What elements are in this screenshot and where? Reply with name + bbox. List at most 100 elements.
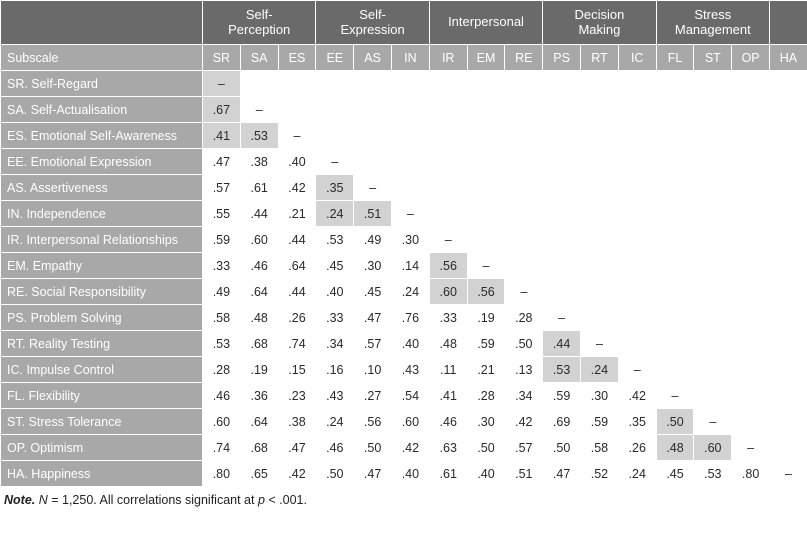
data-cell: [543, 253, 581, 279]
table-row: SR. Self-Regard–: [1, 71, 807, 97]
data-cell: .54: [392, 383, 430, 409]
table-row: IC. Impulse Control.28.19.15.16.10.43.11…: [1, 357, 807, 383]
data-cell: .28: [467, 383, 505, 409]
data-cell: .48: [429, 331, 467, 357]
data-cell: [732, 279, 770, 305]
column-code: SA: [240, 45, 278, 71]
data-cell: .34: [505, 383, 543, 409]
note-p: p: [258, 493, 265, 507]
data-cell: .42: [392, 435, 430, 461]
data-cell: [392, 175, 430, 201]
data-cell: [770, 409, 807, 435]
data-cell: [694, 331, 732, 357]
data-cell: [694, 175, 732, 201]
data-cell: .64: [240, 409, 278, 435]
table-row: ES. Emotional Self-Awareness.41.53–: [1, 123, 807, 149]
data-cell: .24: [392, 279, 430, 305]
data-cell: –: [203, 71, 241, 97]
data-cell: [694, 357, 732, 383]
data-cell: [656, 201, 694, 227]
data-cell: .43: [392, 357, 430, 383]
data-cell: .30: [467, 409, 505, 435]
data-cell: .80: [203, 461, 241, 487]
data-cell: .28: [203, 357, 241, 383]
data-cell: .45: [316, 253, 354, 279]
table-row: RT. Reality Testing.53.68.74.34.57.40.48…: [1, 331, 807, 357]
data-cell: .47: [543, 461, 581, 487]
data-cell: [732, 201, 770, 227]
data-cell: [354, 123, 392, 149]
data-cell: [770, 227, 807, 253]
row-label: SA. Self-Actualisation: [1, 97, 203, 123]
data-cell: .56: [467, 279, 505, 305]
data-cell: .60: [429, 279, 467, 305]
column-code: EM: [467, 45, 505, 71]
data-cell: .45: [656, 461, 694, 487]
data-cell: [770, 71, 807, 97]
table-row: RE. Social Responsibility.49.64.44.40.45…: [1, 279, 807, 305]
table-row: PS. Problem Solving.58.48.26.33.47.76.33…: [1, 305, 807, 331]
data-cell: .35: [316, 175, 354, 201]
data-cell: .50: [354, 435, 392, 461]
data-cell: [505, 253, 543, 279]
data-cell: [392, 97, 430, 123]
data-cell: [581, 253, 619, 279]
data-cell: [618, 71, 656, 97]
data-cell: .24: [618, 461, 656, 487]
data-cell: .42: [618, 383, 656, 409]
data-cell: .64: [240, 279, 278, 305]
column-code: SR: [203, 45, 241, 71]
data-cell: .33: [203, 253, 241, 279]
data-cell: .42: [505, 409, 543, 435]
data-cell: .51: [354, 201, 392, 227]
data-cell: .68: [240, 331, 278, 357]
data-cell: .51: [505, 461, 543, 487]
data-cell: [656, 71, 694, 97]
row-label: IN. Independence: [1, 201, 203, 227]
data-cell: [505, 97, 543, 123]
subscale-header: Subscale: [1, 45, 203, 71]
data-cell: .60: [392, 409, 430, 435]
data-cell: .80: [732, 461, 770, 487]
data-cell: [694, 227, 732, 253]
table-note: Note. N = 1,250. All correlations signif…: [0, 487, 807, 507]
group-header-label: Interpersonal: [430, 12, 542, 33]
data-cell: [732, 175, 770, 201]
data-cell: [581, 175, 619, 201]
data-cell: .50: [505, 331, 543, 357]
column-code: AS: [354, 45, 392, 71]
data-cell: [770, 149, 807, 175]
group-header: StressManagement: [656, 1, 769, 45]
data-cell: .44: [543, 331, 581, 357]
data-cell: .74: [278, 331, 316, 357]
data-cell: .43: [316, 383, 354, 409]
column-code: HA: [770, 45, 807, 71]
data-cell: [278, 97, 316, 123]
data-cell: .49: [203, 279, 241, 305]
data-cell: [656, 175, 694, 201]
data-cell: [467, 149, 505, 175]
data-cell: –: [316, 149, 354, 175]
table-row: AS. Assertiveness.57.61.42.35–: [1, 175, 807, 201]
data-cell: [732, 149, 770, 175]
data-cell: .57: [505, 435, 543, 461]
data-cell: [543, 175, 581, 201]
group-header-label: Self-Perception: [203, 5, 315, 41]
data-cell: [240, 71, 278, 97]
data-cell: –: [770, 461, 807, 487]
data-cell: [732, 331, 770, 357]
row-label: RT. Reality Testing: [1, 331, 203, 357]
data-cell: [656, 305, 694, 331]
data-cell: [316, 97, 354, 123]
data-cell: .58: [581, 435, 619, 461]
data-cell: [694, 149, 732, 175]
data-cell: .13: [505, 357, 543, 383]
data-cell: .34: [316, 331, 354, 357]
data-cell: .38: [240, 149, 278, 175]
data-cell: .58: [203, 305, 241, 331]
note-n-text: = 1,250. All correlations significant at: [48, 493, 258, 507]
data-cell: –: [278, 123, 316, 149]
data-cell: [656, 331, 694, 357]
data-cell: .53: [694, 461, 732, 487]
data-cell: –: [543, 305, 581, 331]
